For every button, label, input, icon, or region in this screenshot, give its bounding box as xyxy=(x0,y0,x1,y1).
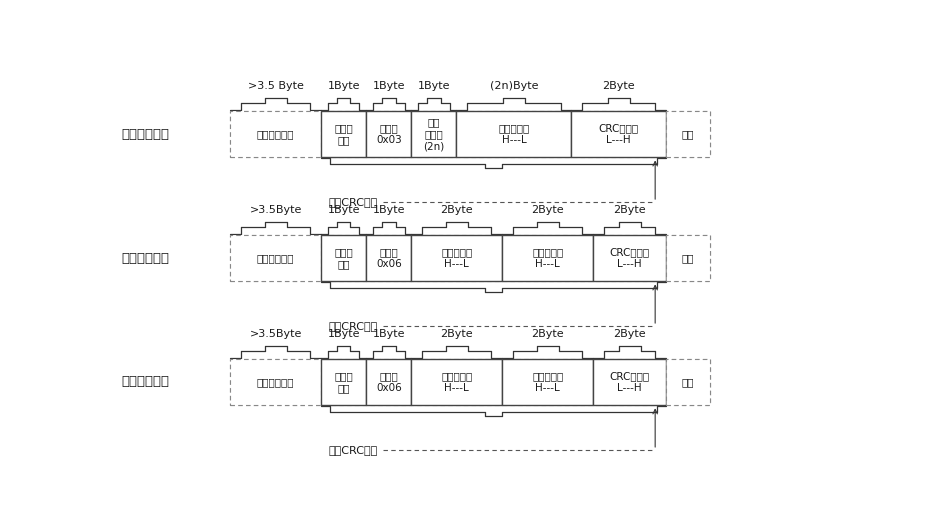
Text: CRC校验和
L---H: CRC校验和 L---H xyxy=(609,371,650,393)
Text: 目标站
地址: 目标站 地址 xyxy=(334,123,353,145)
Text: 写命令
0x06: 写命令 0x06 xyxy=(376,371,402,393)
Text: 功能码地址
H---L: 功能码地址 H---L xyxy=(441,247,472,269)
Bar xyxy=(230,111,321,157)
Text: 空闲（帧头）: 空闲（帧头） xyxy=(257,129,295,139)
Bar xyxy=(321,111,366,157)
Text: 计算CRC校验: 计算CRC校验 xyxy=(329,321,377,331)
Text: 1Byte: 1Byte xyxy=(328,205,360,215)
Text: 2Byte: 2Byte xyxy=(603,81,635,91)
Text: 空闲: 空闲 xyxy=(682,129,694,139)
Text: 1Byte: 1Byte xyxy=(373,81,405,91)
Text: 目标站
地址: 目标站 地址 xyxy=(334,247,353,269)
Bar xyxy=(572,111,666,157)
Text: 目标站
地址: 目标站 地址 xyxy=(334,371,353,393)
Bar xyxy=(230,111,710,157)
Text: 2Byte: 2Byte xyxy=(613,205,646,215)
Text: 1Byte: 1Byte xyxy=(373,329,405,339)
Bar xyxy=(321,236,366,281)
Bar xyxy=(366,236,411,281)
Text: 主站写命令帧: 主站写命令帧 xyxy=(121,251,169,265)
Text: 2Byte: 2Byte xyxy=(613,329,646,339)
Bar xyxy=(230,236,710,281)
Text: 空闲（帧头）: 空闲（帧头） xyxy=(257,253,295,263)
Bar xyxy=(502,359,593,405)
Text: 从站读应答帧: 从站读应答帧 xyxy=(121,128,169,141)
Text: 写命令
0x06: 写命令 0x06 xyxy=(376,247,402,269)
Text: 读命令
0x03: 读命令 0x03 xyxy=(376,123,402,145)
Text: >3.5Byte: >3.5Byte xyxy=(250,205,301,215)
Bar xyxy=(411,111,456,157)
Text: CRC校验和
L---H: CRC校验和 L---H xyxy=(599,123,639,145)
Bar xyxy=(411,359,502,405)
Bar xyxy=(666,236,710,281)
Text: 功能码参数
H---L: 功能码参数 H---L xyxy=(499,123,530,145)
Text: 功能码地址
H---L: 功能码地址 H---L xyxy=(441,371,472,393)
Bar xyxy=(230,359,321,405)
Text: 计算CRC校验: 计算CRC校验 xyxy=(329,445,377,455)
Text: 空闲（帧头）: 空闲（帧头） xyxy=(257,377,295,387)
Text: 空闲: 空闲 xyxy=(682,253,694,263)
Text: (2n)Byte: (2n)Byte xyxy=(490,81,538,91)
Bar xyxy=(230,359,710,405)
Text: 数据
字节数
(2n): 数据 字节数 (2n) xyxy=(423,117,444,151)
Bar xyxy=(321,359,366,405)
Text: CRC校验和
L---H: CRC校验和 L---H xyxy=(609,247,650,269)
Text: 1Byte: 1Byte xyxy=(373,205,405,215)
Text: 功能码参数
H---L: 功能码参数 H---L xyxy=(532,247,563,269)
Text: >3.5Byte: >3.5Byte xyxy=(250,329,301,339)
Text: 从站写应答帧: 从站写应答帧 xyxy=(121,376,169,388)
Text: 功能码参数
H---L: 功能码参数 H---L xyxy=(532,371,563,393)
Bar xyxy=(666,359,710,405)
Bar xyxy=(593,236,666,281)
Bar xyxy=(456,111,572,157)
Text: 1Byte: 1Byte xyxy=(328,329,360,339)
Text: 1Byte: 1Byte xyxy=(328,81,360,91)
Bar xyxy=(593,359,666,405)
Bar xyxy=(366,359,411,405)
Text: 计算CRC校验: 计算CRC校验 xyxy=(329,197,377,207)
Text: 2Byte: 2Byte xyxy=(440,205,473,215)
Text: 2Byte: 2Byte xyxy=(531,329,564,339)
Bar xyxy=(366,111,411,157)
Bar xyxy=(666,111,710,157)
Text: 空闲: 空闲 xyxy=(682,377,694,387)
Text: >3.5 Byte: >3.5 Byte xyxy=(248,81,303,91)
Text: 2Byte: 2Byte xyxy=(531,205,564,215)
Text: 1Byte: 1Byte xyxy=(418,81,450,91)
Bar xyxy=(411,236,502,281)
Bar xyxy=(230,236,321,281)
Text: 2Byte: 2Byte xyxy=(440,329,473,339)
Bar xyxy=(502,236,593,281)
